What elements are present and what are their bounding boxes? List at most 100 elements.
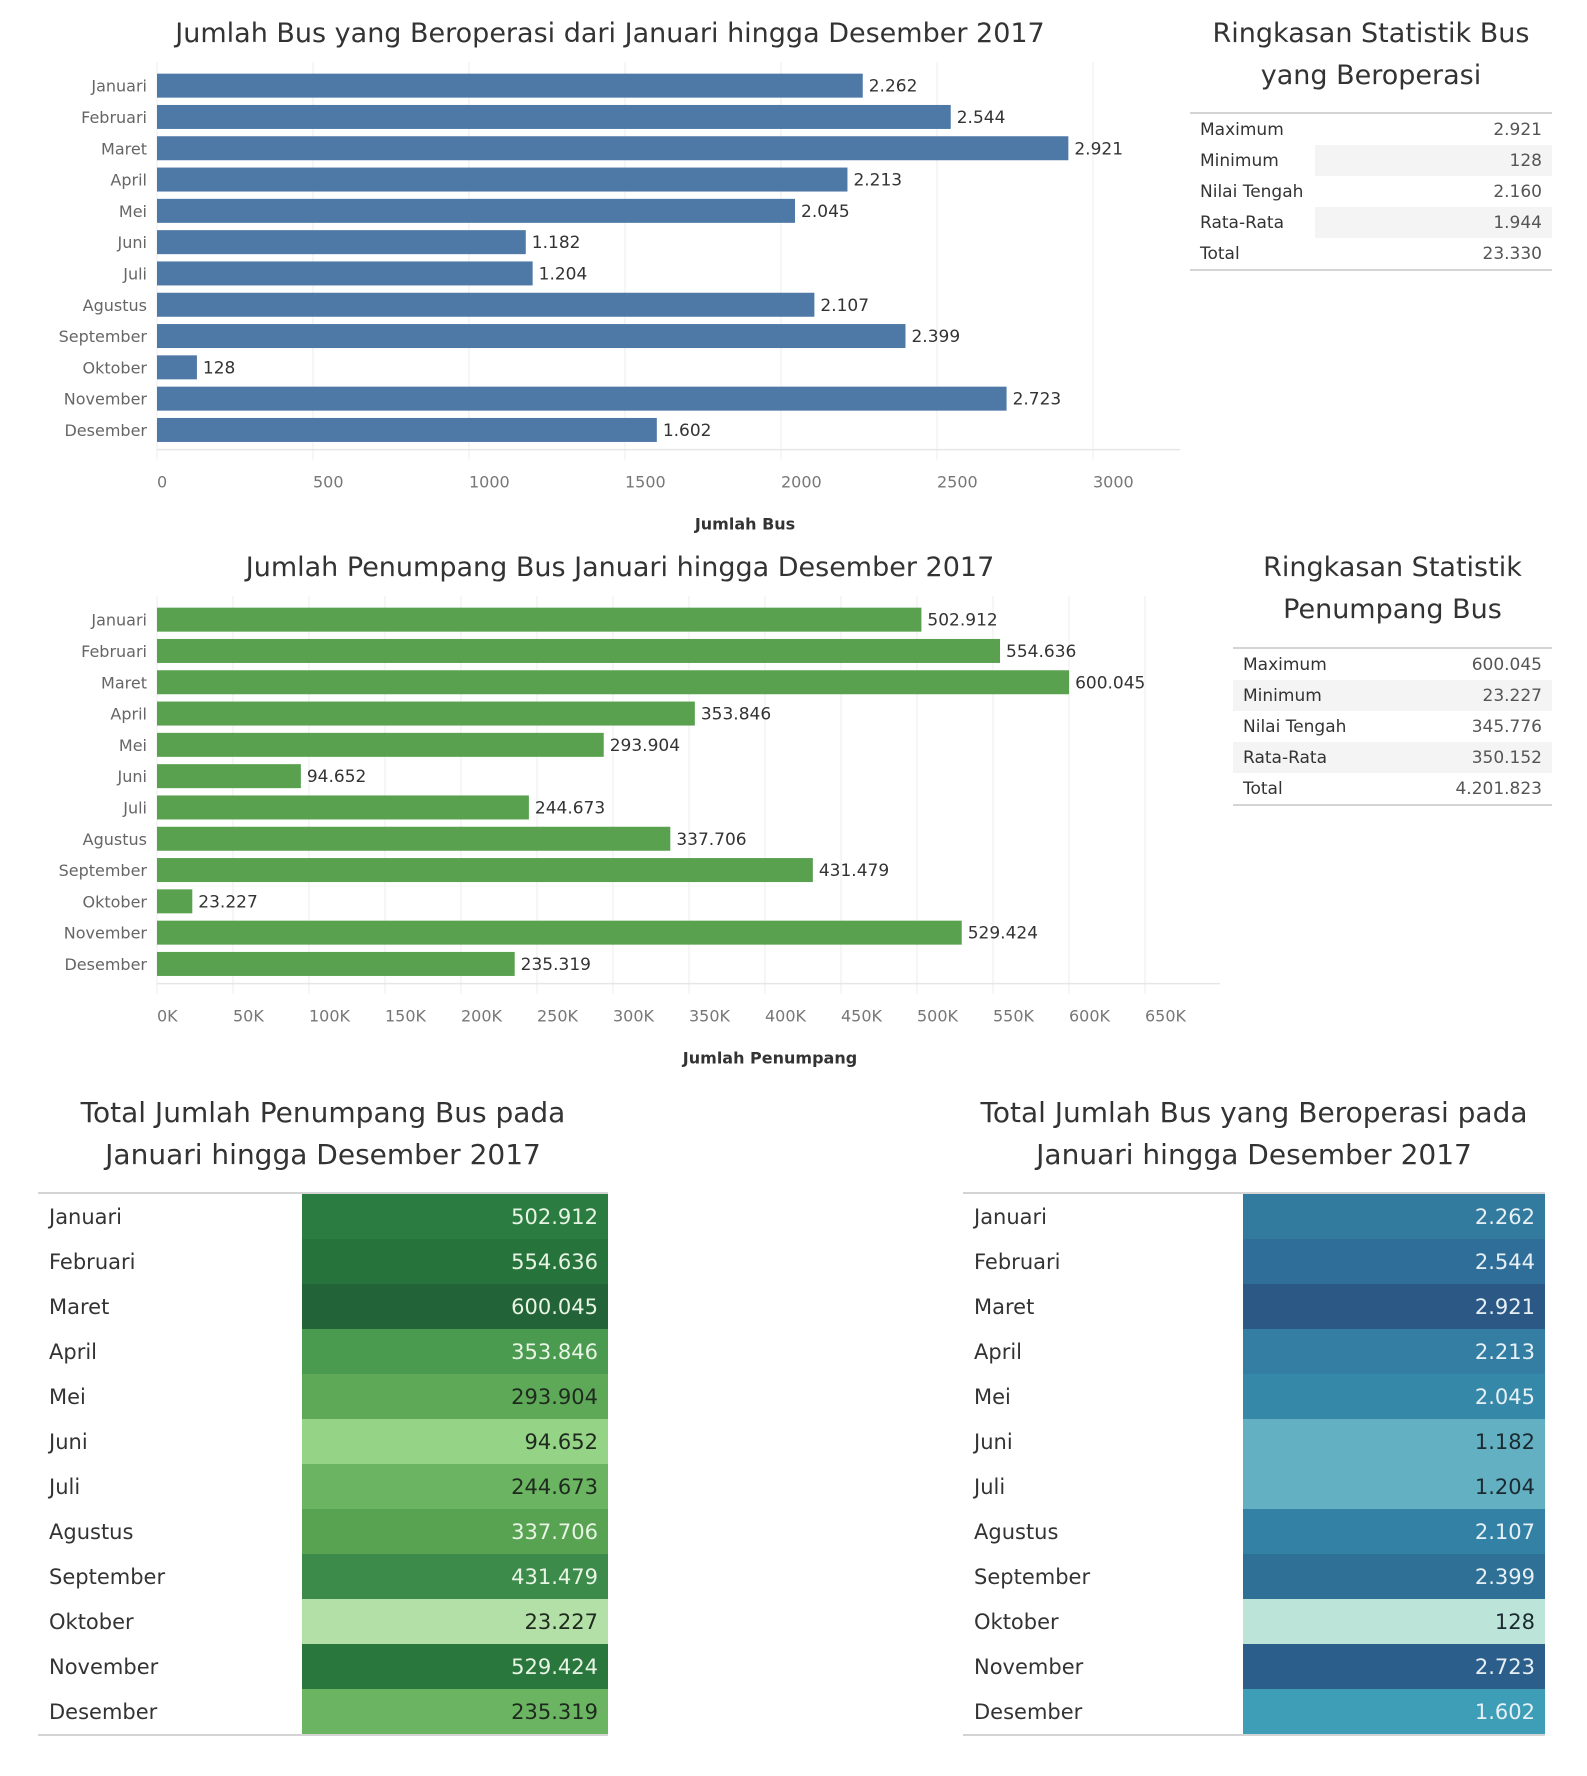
- heatmap-cell[interactable]: 235.319: [302, 1689, 608, 1734]
- heatmap-cell[interactable]: 2.544: [1243, 1239, 1545, 1284]
- x-tick-label: 1500: [625, 473, 666, 492]
- heatmap-cell[interactable]: 1.204: [1243, 1464, 1545, 1509]
- heatmap-row: November 2.723: [963, 1644, 1545, 1689]
- bar[interactable]: [157, 764, 301, 789]
- y-category-label: Mei: [119, 202, 147, 221]
- bar[interactable]: [157, 670, 1070, 695]
- heatmap-row: September 431.479: [38, 1554, 608, 1599]
- passenger-chart-title: Jumlah Penumpang Bus Januari hingga Dese…: [245, 552, 995, 583]
- bus-stats-table: Maximum 2.921 Minimum 128 Nilai Tengah 2.160 R…: [1190, 112, 1552, 271]
- bar-value-label: 2.399: [911, 327, 960, 347]
- x-tick-label: 150K: [385, 1007, 427, 1026]
- bar[interactable]: [157, 417, 657, 442]
- bar[interactable]: [157, 795, 529, 820]
- bar[interactable]: [157, 355, 197, 380]
- stats-row: Total 4.201.823: [1233, 773, 1552, 804]
- stats-value: 345.776: [1471, 716, 1542, 737]
- heatmap-value: 293.904: [511, 1384, 598, 1409]
- y-category-label: Februari: [81, 108, 147, 127]
- bar[interactable]: [157, 638, 1001, 663]
- bar[interactable]: [157, 167, 848, 192]
- bar[interactable]: [157, 920, 962, 945]
- bar[interactable]: [157, 386, 1007, 411]
- passenger-bar-chart: 0K 50K 100K 150K 200K 250K 300K 350K 400K 450K 500…: [59, 596, 1220, 1068]
- heatmap-month-label: September: [49, 1564, 166, 1589]
- heatmap-value: 502.912: [511, 1204, 598, 1229]
- bar[interactable]: [157, 951, 515, 976]
- heatmap-cell[interactable]: 2.213: [1243, 1329, 1545, 1374]
- bar[interactable]: [157, 136, 1069, 161]
- bar[interactable]: [157, 292, 815, 317]
- heatmap-cell[interactable]: 2.723: [1243, 1644, 1545, 1689]
- bus-heatmap-table: Januari 2.262 Februari 2.544 Maret 2.921 April…: [963, 1192, 1545, 1736]
- heatmap-cell[interactable]: 23.227: [302, 1599, 608, 1644]
- y-category-label: Desember: [64, 955, 147, 974]
- heatmap-cell[interactable]: 2.921: [1243, 1284, 1545, 1329]
- heatmap-cell[interactable]: 600.045: [302, 1284, 608, 1329]
- heatmap-row: Februari 554.636: [38, 1239, 608, 1284]
- heatmap-value: 554.636: [511, 1249, 598, 1274]
- heatmap-cell[interactable]: 554.636: [302, 1239, 608, 1284]
- bar[interactable]: [157, 607, 922, 632]
- heatmap-row: Oktober 128: [963, 1599, 1545, 1644]
- x-tick-label: 450K: [841, 1007, 883, 1026]
- heatmap-row: Mei 2.045: [963, 1374, 1545, 1419]
- bar[interactable]: [157, 198, 796, 223]
- bar-value-label: 1.602: [663, 421, 712, 441]
- bar[interactable]: [157, 230, 526, 255]
- heatmap-cell[interactable]: 337.706: [302, 1509, 608, 1554]
- passenger-heatmap-title-line2: Januari hingga Desember 2017: [105, 1138, 541, 1171]
- heatmap-value: 2.213: [1474, 1339, 1535, 1364]
- heatmap-cell[interactable]: 128: [1243, 1599, 1545, 1644]
- x-tick-label: 250K: [537, 1007, 579, 1026]
- heatmap-cell[interactable]: 1.602: [1243, 1689, 1545, 1734]
- bar-value-label: 128: [203, 358, 235, 378]
- stats-row: Maximum 2.921: [1190, 114, 1552, 145]
- heatmap-value: 2.399: [1474, 1564, 1535, 1589]
- bar[interactable]: [157, 261, 533, 286]
- heatmap-cell[interactable]: 2.045: [1243, 1374, 1545, 1419]
- heatmap-row: Juni 94.652: [38, 1419, 608, 1464]
- heatmap-cell[interactable]: 2.399: [1243, 1554, 1545, 1599]
- bar[interactable]: [157, 732, 604, 757]
- heatmap-cell[interactable]: 293.904: [302, 1374, 608, 1419]
- heatmap-row: April 2.213: [963, 1329, 1545, 1374]
- heatmap-cell[interactable]: 1.182: [1243, 1419, 1545, 1464]
- heatmap-cell[interactable]: 529.424: [302, 1644, 608, 1689]
- bar-value-label: 1.182: [532, 233, 581, 253]
- heatmap-row: April 353.846: [38, 1329, 608, 1374]
- y-category-label: April: [110, 705, 147, 724]
- heatmap-month-label: Maret: [49, 1294, 110, 1319]
- x-tick-label: 500K: [917, 1007, 959, 1026]
- bar[interactable]: [157, 889, 193, 914]
- heatmap-month-label: Juli: [49, 1474, 81, 1499]
- bar[interactable]: [157, 858, 813, 883]
- row-stripe: [1314, 207, 1552, 238]
- stats-label: Maximum: [1243, 654, 1327, 675]
- bar[interactable]: [157, 324, 906, 349]
- heatmap-cell[interactable]: 94.652: [302, 1419, 608, 1464]
- bar-value-label: 2.107: [820, 296, 869, 316]
- heatmap-cell[interactable]: 353.846: [302, 1329, 608, 1374]
- heatmap-cell[interactable]: 2.107: [1243, 1509, 1545, 1554]
- bar[interactable]: [157, 826, 671, 851]
- heatmap-cell[interactable]: 2.262: [1243, 1194, 1545, 1239]
- stats-label: Total: [1200, 243, 1240, 264]
- heatmap-value: 94.652: [524, 1429, 598, 1454]
- bar[interactable]: [157, 104, 951, 129]
- bar[interactable]: [157, 701, 695, 726]
- x-axis-title: Jumlah Penumpang: [682, 1049, 857, 1068]
- bar-value-label: 353.846: [701, 705, 771, 725]
- bar-value-label: 94.652: [307, 767, 366, 787]
- x-tick-label: 300K: [613, 1007, 655, 1026]
- bar[interactable]: [157, 73, 863, 98]
- stats-value: 23.227: [1482, 685, 1542, 706]
- x-tick-label: 200K: [461, 1007, 503, 1026]
- y-category-label: Maret: [101, 139, 147, 158]
- heatmap-cell[interactable]: 244.673: [302, 1464, 608, 1509]
- x-tick-label: 500: [313, 473, 344, 492]
- heatmap-value: 2.921: [1474, 1294, 1535, 1319]
- heatmap-cell[interactable]: 431.479: [302, 1554, 608, 1599]
- x-tick-label: 650K: [1145, 1007, 1187, 1026]
- heatmap-cell[interactable]: 502.912: [302, 1194, 608, 1239]
